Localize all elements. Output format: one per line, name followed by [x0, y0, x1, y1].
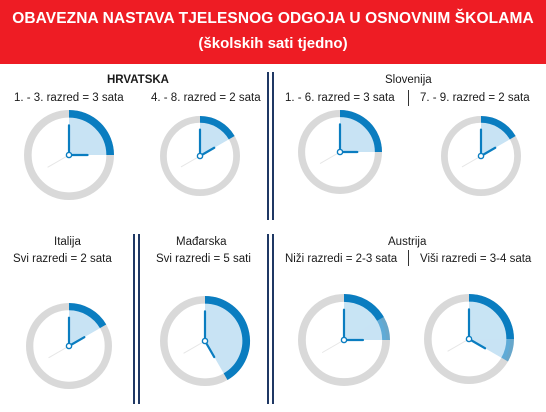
country-austria: Austrija	[388, 236, 427, 248]
hours-arc-range	[501, 338, 514, 362]
hours-wedge	[340, 113, 379, 152]
divider-bottom-right-2	[272, 234, 274, 404]
country-slovenia: Slovenija	[385, 74, 432, 86]
clock-tick	[461, 155, 482, 168]
hungary-all-grades-label: Svi razredi = 5 sati	[156, 253, 251, 265]
hours-arc	[339, 110, 382, 153]
clock-at-lower	[297, 293, 391, 387]
clock-si-7-9	[441, 116, 521, 196]
hours-wedge-min	[469, 297, 511, 339]
clock-tick	[183, 340, 206, 354]
hours-arc	[204, 296, 250, 380]
austria-lower-grades-label: Niži razredi = 2-3 sata	[285, 253, 398, 265]
divider-bottom-right	[267, 234, 269, 404]
hours-arc	[468, 294, 514, 340]
clock-si-1-6	[297, 109, 383, 195]
clock-hr-4-8	[160, 116, 240, 196]
clock-tick	[180, 155, 201, 168]
austria-separator	[408, 250, 409, 266]
italy-all-grades-label: Svi razredi = 2 sata	[13, 253, 112, 265]
slovenia-grades-7-9-label: 7. - 9. razred = 2 sata	[420, 92, 530, 104]
divider-top-center-2	[272, 72, 274, 220]
hours-arc	[480, 116, 516, 140]
croatia-grades-4-8-label: 4. - 8. razred = 2 sata	[151, 92, 261, 104]
divider-bottom-left-2	[138, 234, 140, 404]
country-italy: Italija	[54, 236, 81, 248]
hours-arc	[343, 294, 384, 322]
page-title: OBAVEZNA NASTAVA TJELESNOG ODGOJA U OSNO…	[12, 10, 534, 27]
hours-wedge	[69, 113, 111, 155]
clock-center	[477, 152, 485, 160]
hours-arc	[199, 116, 235, 140]
clock-center	[65, 342, 73, 350]
clock-center	[336, 148, 344, 156]
clock-hr-1-3	[24, 110, 114, 200]
slovenia-grades-1-6-label: 1. - 6. razred = 3 sata	[285, 92, 395, 104]
croatia-grades-1-3-label: 1. - 3. razred = 3 sata	[14, 92, 124, 104]
hours-arc	[68, 110, 114, 156]
clock-hu-all	[160, 296, 250, 386]
divider-bottom-left	[133, 234, 135, 404]
clock-tick	[48, 345, 70, 359]
clock-center	[465, 335, 473, 343]
clock-tick	[321, 339, 345, 354]
divider-top-center	[267, 72, 269, 220]
clock-tick	[47, 154, 70, 168]
clock-center	[196, 152, 204, 160]
title-banner: OBAVEZNA NASTAVA TJELESNOG ODGOJA U OSNO…	[0, 0, 546, 64]
clock-center	[201, 337, 209, 345]
slovenia-separator	[408, 90, 409, 106]
country-croatia: HRVATSKA	[107, 74, 169, 86]
country-hungary: Mađarska	[176, 236, 227, 248]
clock-at-upper	[424, 294, 514, 384]
hours-arc	[68, 303, 107, 329]
clock-center	[340, 336, 348, 344]
austria-upper-grades-label: Viši razredi = 3-4 sata	[420, 253, 532, 265]
clock-center	[65, 151, 73, 159]
hours-arc-range	[376, 317, 390, 341]
clock-it-all	[25, 302, 113, 390]
clock-tick	[319, 151, 341, 164]
page-subtitle: (školskih sati tjedno)	[198, 35, 348, 52]
clock-tick	[447, 338, 470, 352]
